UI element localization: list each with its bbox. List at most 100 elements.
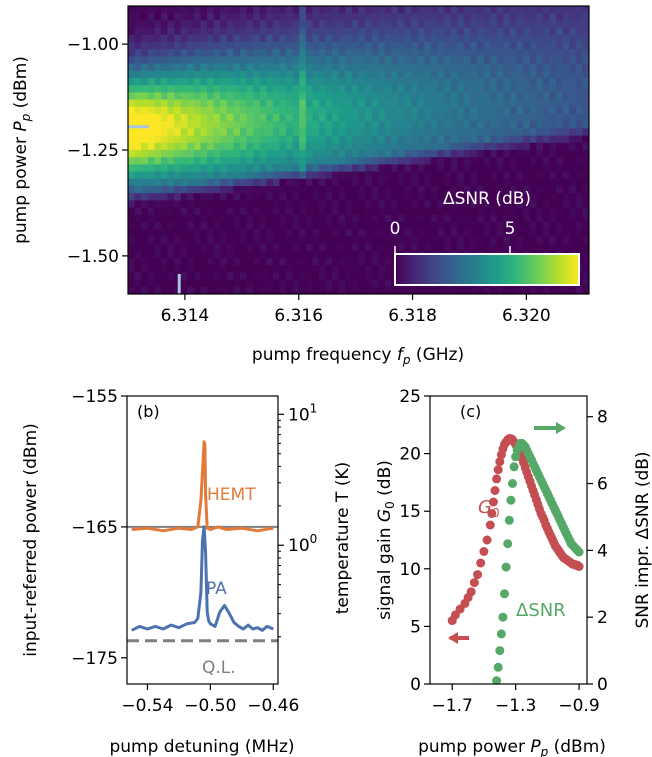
heatmap-cell <box>220 42 228 50</box>
heatmap-cell <box>411 243 419 252</box>
heatmap-cell <box>351 222 360 230</box>
heatmap-cell <box>226 114 234 122</box>
heatmap-cell <box>141 243 149 252</box>
heatmap-cell <box>536 121 544 129</box>
heatmap-cell <box>325 222 333 230</box>
heatmap-cell <box>272 207 281 216</box>
heatmap-cell <box>365 178 373 187</box>
heatmap-cell <box>286 85 294 93</box>
heatmap-cell <box>351 85 360 93</box>
heatmap-cell <box>134 265 142 273</box>
heatmap-cell <box>213 13 221 21</box>
heatmap-cell <box>463 286 472 294</box>
heatmap-cell <box>384 49 393 57</box>
heatmap-cell <box>549 286 557 294</box>
heatmap-cell <box>154 20 162 29</box>
heatmap-cell <box>213 56 221 65</box>
heatmap-cell <box>542 34 551 43</box>
x-tick-label: −0.9 <box>558 696 599 716</box>
heatmap-cell <box>391 13 399 21</box>
heatmap-cell <box>312 207 320 216</box>
heatmap-cell <box>411 56 419 65</box>
heatmap-cell <box>279 178 287 187</box>
heatmap-cell <box>160 49 169 57</box>
heatmap-cell <box>246 265 254 273</box>
heatmap-cell <box>345 99 353 108</box>
heatmap-cell <box>134 49 142 57</box>
heatmap-cell <box>200 258 208 266</box>
heatmap-cell <box>246 121 254 129</box>
heatmap-cell <box>503 27 511 36</box>
heatmap-cell <box>549 114 557 122</box>
heatmap-cell <box>167 27 175 36</box>
heatmap-cell <box>279 27 287 36</box>
heatmap-cell <box>430 286 439 294</box>
heatmap-cell <box>239 121 248 129</box>
heatmap-cell <box>417 106 425 115</box>
heatmap-cell <box>154 207 162 216</box>
heatmap-cell <box>286 286 294 294</box>
heatmap-cell <box>503 42 511 50</box>
heatmap-cell <box>582 258 589 266</box>
heatmap-cell <box>575 243 584 252</box>
heatmap-cell <box>312 56 320 65</box>
heatmap-cell <box>312 34 320 43</box>
heatmap-cell <box>437 150 445 158</box>
heatmap-cell <box>207 20 215 29</box>
heatmap-cell <box>180 114 188 122</box>
heatmap-cell <box>318 106 327 115</box>
heatmap-cell <box>444 164 452 173</box>
heatmap-cell <box>233 222 241 230</box>
heatmap-cell <box>266 6 274 14</box>
heatmap-cell <box>266 150 274 158</box>
heatmap-cell <box>193 279 202 288</box>
heatmap-cell <box>490 92 498 101</box>
heatmap-cell <box>167 272 175 281</box>
heatmap-cell <box>147 258 155 266</box>
heatmap-cell <box>503 164 511 173</box>
heatmap-cell <box>141 250 149 259</box>
heatmap-cell <box>207 34 215 43</box>
heatmap-cell <box>345 49 353 57</box>
heatmap-cell <box>523 164 531 173</box>
heatmap-cell <box>384 178 393 187</box>
heatmap-cell <box>272 114 281 122</box>
heatmap-cell <box>549 193 557 201</box>
heatmap-cell <box>213 6 221 14</box>
heatmap-cell <box>358 99 366 108</box>
heatmap-cell <box>509 42 518 50</box>
heatmap-cell <box>404 85 412 93</box>
heatmap-cell <box>404 42 412 50</box>
heatmap-cell <box>174 171 182 180</box>
heatmap-cell <box>351 27 360 36</box>
heatmap-cell <box>351 121 360 129</box>
heatmap-cell <box>358 13 366 21</box>
heatmap-cell <box>444 49 452 57</box>
heatmap-x-label: pump frequency fp (GHz) <box>252 345 464 367</box>
heatmap-cell <box>483 99 491 108</box>
heatmap-cell <box>246 178 254 187</box>
heatmap-cell <box>562 70 570 79</box>
heatmap-cell <box>417 142 425 151</box>
gain-series-label: G0 <box>478 497 500 520</box>
heatmap-cell <box>312 157 320 165</box>
heatmap-y-ticks: −1.00−1.25−1.50 <box>67 35 128 267</box>
heatmap-cell <box>496 200 504 209</box>
heatmap-cell <box>483 34 491 43</box>
heatmap-cell <box>187 20 195 29</box>
heatmap-cell <box>272 258 281 266</box>
heatmap-cell <box>398 34 406 43</box>
heatmap-cell <box>358 128 366 137</box>
heatmap-cell <box>154 229 162 237</box>
heatmap-cell <box>128 56 136 65</box>
heatmap-cell <box>529 49 537 57</box>
heatmap-cell <box>549 27 557 36</box>
heatmap-cell <box>233 34 241 43</box>
heatmap-cell <box>345 272 353 281</box>
heatmap-cell <box>470 171 478 180</box>
heatmap-cell <box>299 265 307 273</box>
heatmap-cell <box>509 13 518 21</box>
heatmap-cell <box>226 13 234 21</box>
heatmap-cell <box>463 99 472 108</box>
heatmap-cell <box>444 214 452 223</box>
